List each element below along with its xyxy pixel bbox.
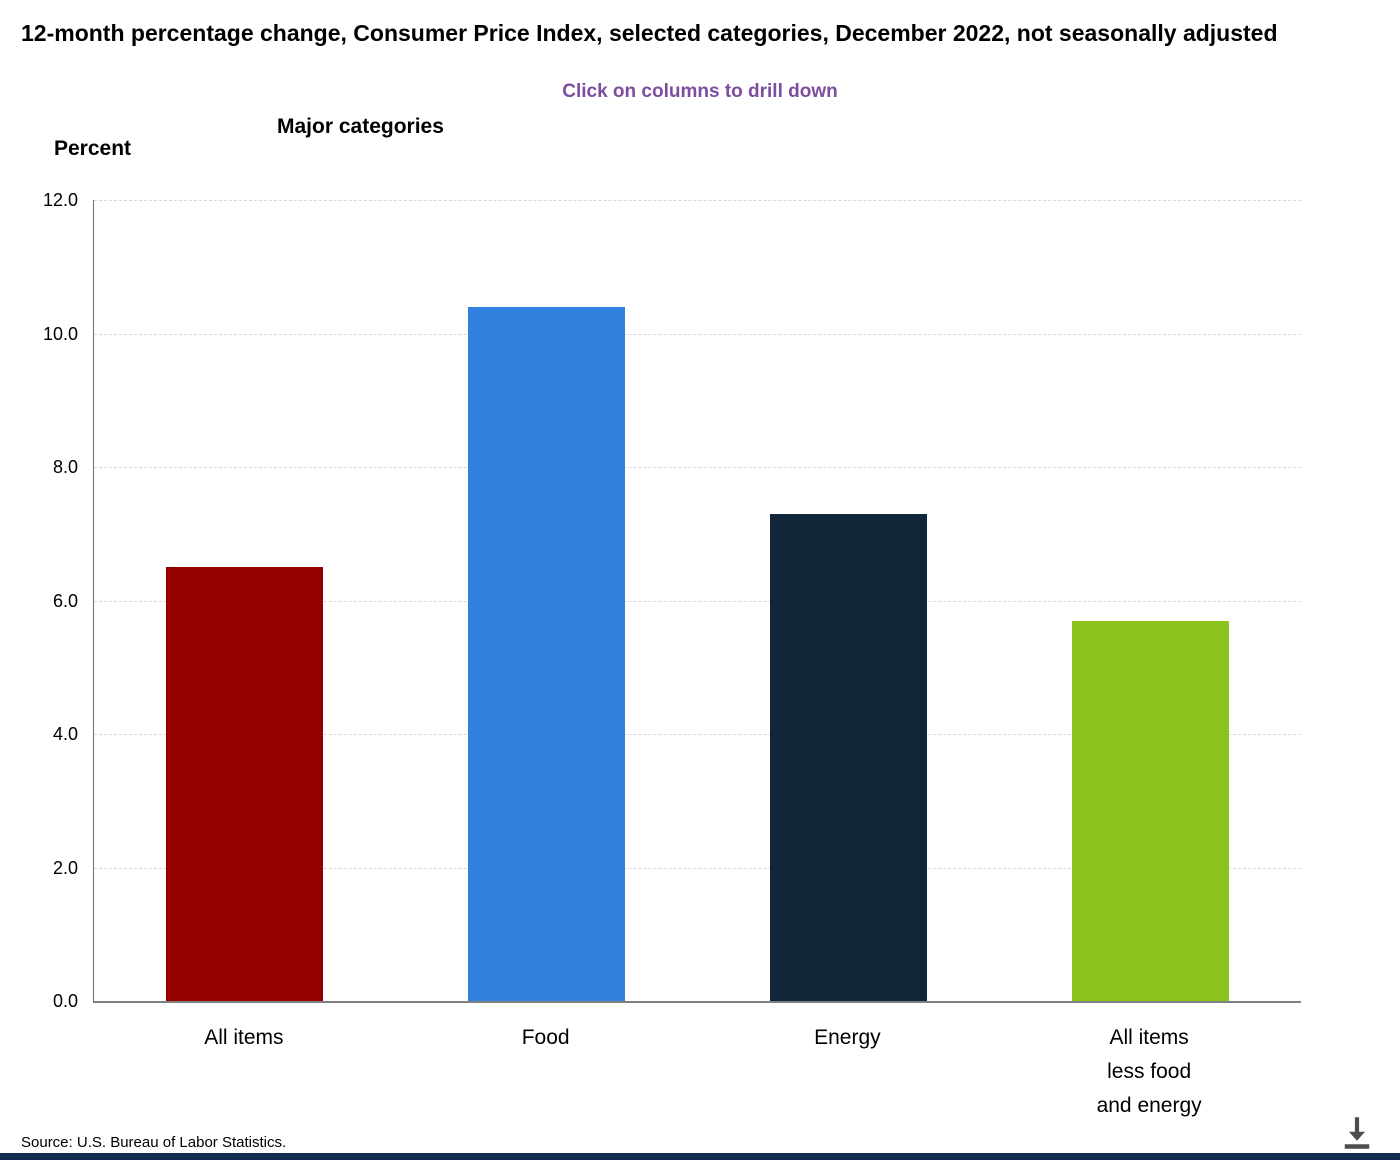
gridline bbox=[94, 200, 1301, 201]
category-label: Food bbox=[521, 1026, 570, 1049]
y-tick-label: 8.0 bbox=[52, 457, 78, 477]
category-label: All items less food and energy bbox=[1096, 1026, 1202, 1117]
y-axis-title: Percent bbox=[54, 137, 132, 160]
x-axis-labels: All items Food Energy All items less food a… bbox=[0, 1021, 1400, 1131]
y-tick-label: 2.0 bbox=[52, 857, 78, 878]
y-tick-label: 4.0 bbox=[52, 724, 78, 744]
y-tick-label: 12.0 bbox=[42, 190, 78, 210]
gridline bbox=[94, 467, 1301, 468]
gridline bbox=[94, 734, 1301, 735]
chart-subtitle: Major categories bbox=[277, 115, 444, 138]
y-tick-label: 10.0 bbox=[42, 323, 78, 344]
bar-all-items-less-food-and-energy[interactable] bbox=[1071, 620, 1229, 1001]
y-axis-ticks: 0.0 2.0 4.0 6.0 8.0 10.0 12.0 bbox=[6, 190, 78, 1011]
y-tick-label: 0.0 bbox=[52, 991, 78, 1011]
gridline bbox=[94, 867, 1301, 869]
drill-down-hint: Click on columns to drill down bbox=[562, 81, 838, 102]
bar-all-items[interactable] bbox=[166, 567, 324, 1001]
category-label: All items bbox=[204, 1026, 284, 1049]
gridline bbox=[94, 333, 1301, 335]
chart-title: 12-month percentage change, Consumer Pri… bbox=[21, 20, 1278, 46]
bar-energy[interactable] bbox=[769, 513, 927, 1001]
plot-area bbox=[93, 200, 1301, 1003]
y-tick-label: 6.0 bbox=[52, 590, 78, 611]
bar-food[interactable] bbox=[468, 306, 626, 1001]
footer-bar bbox=[0, 1153, 1400, 1160]
download-icon[interactable] bbox=[1336, 1112, 1378, 1154]
gridline bbox=[94, 600, 1301, 602]
source-text: Source: U.S. Bureau of Labor Statistics. bbox=[21, 1134, 287, 1151]
category-label: Energy bbox=[814, 1026, 881, 1049]
download-arrow-glyph bbox=[1344, 1117, 1370, 1149]
